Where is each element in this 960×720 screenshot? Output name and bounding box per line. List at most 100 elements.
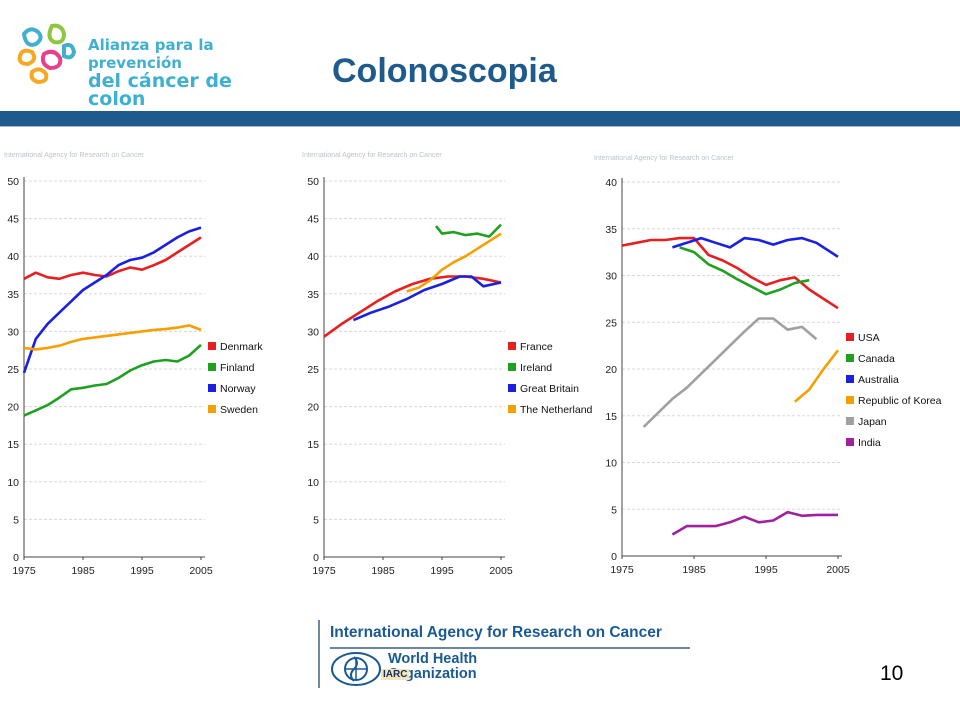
legend-label: Norway <box>220 383 256 395</box>
legend-label: Denmark <box>220 341 263 353</box>
puzzle-logo-icon <box>17 23 77 85</box>
header-band-line <box>0 126 960 127</box>
x-tick-label: 1975 <box>610 564 634 576</box>
x-tick-label: 1995 <box>430 565 454 577</box>
iarc-badge: IARC <box>381 669 410 680</box>
x-tick-label: 1975 <box>12 565 36 577</box>
series-line-denmark <box>23 236 202 281</box>
legend-label: Japan <box>858 416 887 428</box>
y-tick-label: 50 <box>7 176 19 188</box>
y-tick-label: 35 <box>7 289 19 301</box>
y-tick-label: 30 <box>307 326 319 338</box>
logo-text: Alianza para la prevención del cáncer de… <box>88 36 264 110</box>
y-tick-label: 10 <box>7 477 19 489</box>
series-line-republic-of-korea <box>793 349 840 403</box>
legend-swatch <box>846 375 854 383</box>
logo-line-1: Alianza para la prevención <box>88 36 214 72</box>
legend-label: Republic of Korea <box>858 395 942 407</box>
chart-1-agency-label: International Agency for Research on Can… <box>4 152 144 159</box>
legend-swatch <box>846 396 854 404</box>
alliance-logo: Alianza para la prevención del cáncer de… <box>14 20 264 109</box>
x-tick-label: 2005 <box>189 565 213 577</box>
legend-label: Great Britain <box>520 383 579 395</box>
y-tick-label: 40 <box>605 177 617 189</box>
legend-swatch <box>508 384 516 392</box>
legend-swatch <box>508 405 516 413</box>
legend-label: Australia <box>858 374 899 386</box>
y-tick-label: 25 <box>7 364 19 376</box>
x-tick-label: 1975 <box>312 565 336 577</box>
legend-swatch <box>846 438 854 446</box>
y-tick-label: 35 <box>307 289 319 301</box>
series-line-great-britain <box>352 275 502 322</box>
y-tick-label: 45 <box>7 214 19 226</box>
series-line-sweden <box>23 324 202 351</box>
y-tick-label: 50 <box>307 176 319 188</box>
x-tick-label: 2005 <box>489 565 513 577</box>
y-tick-label: 40 <box>307 251 319 263</box>
chart-world: 0 5 10 15 20 25 30 35 40 1975 1985 1995 2005 USA Canad… <box>605 177 942 576</box>
y-tick-label: 25 <box>605 317 617 329</box>
x-tick-label: 1995 <box>754 564 778 576</box>
who-name: World Health Organization <box>388 651 478 682</box>
y-tick-label: 25 <box>307 364 319 376</box>
y-tick-label: 30 <box>605 271 617 283</box>
legend-label: Canada <box>858 353 895 365</box>
x-tick-label: 1995 <box>130 565 154 577</box>
legend-label: Finland <box>220 362 255 374</box>
who-emblem-icon <box>331 652 381 686</box>
series-line-norway <box>22 226 202 374</box>
y-tick-label: 20 <box>307 402 319 414</box>
y-tick-label: 0 <box>313 552 319 564</box>
y-tick-label: 0 <box>611 551 617 563</box>
series-line-usa <box>621 236 839 310</box>
legend-swatch <box>208 363 216 371</box>
y-tick-label: 20 <box>7 402 19 414</box>
y-tick-label: 15 <box>307 439 319 451</box>
series-line-india <box>671 510 838 536</box>
footer-divider <box>318 620 320 688</box>
logo-line-2: del cáncer de colon <box>88 70 232 110</box>
chart-nordic: 0 5 10 15 20 25 30 35 40 45 50 1975 1985 1995 2005 Denm… <box>7 176 263 577</box>
legend-label: India <box>858 437 881 449</box>
legend-label: France <box>520 341 553 353</box>
legend-swatch <box>508 342 516 350</box>
legend-swatch <box>846 354 854 362</box>
y-tick-label: 45 <box>307 214 319 226</box>
y-tick-label: 10 <box>605 458 617 470</box>
legend-label: USA <box>858 332 880 344</box>
y-tick-label: 20 <box>605 364 617 376</box>
y-tick-label: 5 <box>611 504 617 516</box>
legend-label: Ireland <box>520 362 552 374</box>
series-line-canada <box>679 246 810 296</box>
legend-swatch <box>846 417 854 425</box>
page-number: 10 <box>880 662 904 685</box>
x-tick-label: 1985 <box>371 565 395 577</box>
y-tick-label: 5 <box>313 514 319 526</box>
series-line-australia <box>672 236 839 258</box>
iarc-name: International Agency for Research on Can… <box>330 624 662 641</box>
chart-3-agency-label: International Agency for Research on Can… <box>594 155 734 162</box>
x-tick-label: 1985 <box>71 565 95 577</box>
y-tick-label: 0 <box>13 552 19 564</box>
y-tick-label: 30 <box>7 326 19 338</box>
legend-swatch <box>846 333 854 341</box>
legend-swatch <box>208 384 216 392</box>
legend-label: Sweden <box>220 404 258 416</box>
x-tick-label: 2005 <box>826 564 850 576</box>
footer-rule <box>330 647 690 649</box>
y-tick-label: 35 <box>605 224 617 236</box>
y-tick-label: 5 <box>13 514 19 526</box>
series-line-the-netherlands <box>406 232 502 293</box>
y-tick-label: 15 <box>605 411 617 423</box>
legend-swatch <box>208 405 216 413</box>
header-band <box>0 111 960 126</box>
legend-swatch <box>508 363 516 371</box>
series-line-ireland <box>435 223 502 238</box>
series-line-finland <box>23 343 202 417</box>
series-line-japan <box>642 317 818 428</box>
legend-label: The Netherlands <box>520 404 592 416</box>
series-line-france <box>323 275 502 338</box>
y-tick-label: 10 <box>307 477 319 489</box>
chart-2-agency-label: International Agency for Research on Can… <box>302 152 442 159</box>
